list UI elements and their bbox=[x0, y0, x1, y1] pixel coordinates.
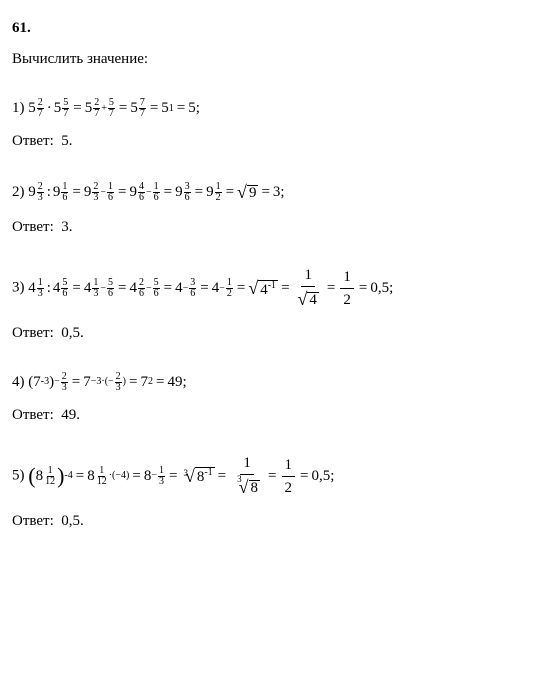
solution-1-equation: 1) 527 · 557 = 527+57 = 577 = 51 = 5; bbox=[12, 98, 543, 119]
solution-index: 5) bbox=[12, 468, 25, 484]
solution-1-answer: Ответ: 5. bbox=[12, 131, 543, 152]
solution-5: 5) (8112)-4 = 8112·(−4) = 8−13 = 3√8-1 =… bbox=[12, 454, 543, 532]
solution-index: 2) bbox=[12, 184, 25, 200]
solution-3-equation: 3) 413 : 456 = 413−56 = 426−56 = 4−36 = … bbox=[12, 266, 543, 311]
solution-2-answer: Ответ: 3. bbox=[12, 217, 543, 238]
solution-4-answer: Ответ: 49. bbox=[12, 405, 543, 426]
solution-2-equation: 2) 923 : 916 = 923−16 = 946−16 = 936 = 9… bbox=[12, 180, 543, 205]
problem-title: Вычислить значение: bbox=[12, 49, 543, 70]
solution-5-answer: Ответ: 0,5. bbox=[12, 511, 543, 532]
solution-index: 3) bbox=[12, 280, 25, 296]
problem-number: 61. bbox=[12, 18, 543, 39]
solution-index: 4) bbox=[12, 374, 25, 390]
solution-4-equation: 4) (7-3)−23 = 7−3·(−23) = 72 = 49; bbox=[12, 372, 543, 393]
solution-2: 2) 923 : 916 = 923−16 = 946−16 = 936 = 9… bbox=[12, 180, 543, 238]
solution-5-equation: 5) (8112)-4 = 8112·(−4) = 8−13 = 3√8-1 =… bbox=[12, 454, 543, 499]
problem-number-text: 61 bbox=[12, 20, 27, 36]
solution-3: 3) 413 : 456 = 413−56 = 426−56 = 4−36 = … bbox=[12, 266, 543, 344]
solution-index: 1) bbox=[12, 100, 25, 116]
solution-1: 1) 527 · 557 = 527+57 = 577 = 51 = 5; От… bbox=[12, 98, 543, 152]
solution-4: 4) (7-3)−23 = 7−3·(−23) = 72 = 49; Ответ… bbox=[12, 372, 543, 426]
solution-3-answer: Ответ: 0,5. bbox=[12, 323, 543, 344]
